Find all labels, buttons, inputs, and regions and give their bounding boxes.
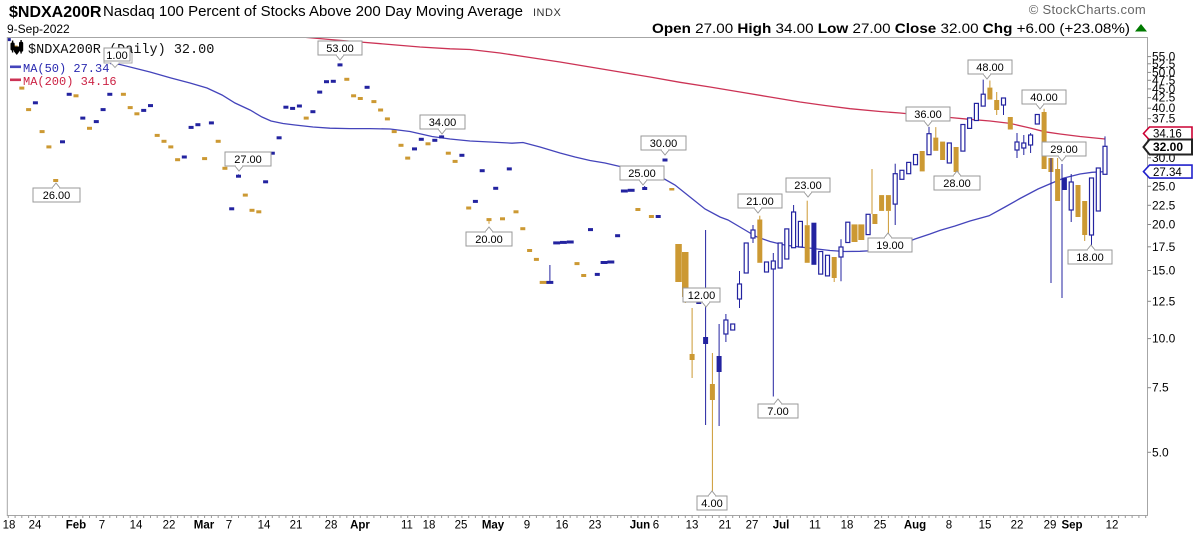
- svg-text:9-Sep-2022: 9-Sep-2022: [7, 22, 70, 36]
- svg-text:48.00: 48.00: [976, 62, 1004, 74]
- svg-text:12: 12: [1106, 520, 1119, 532]
- svg-text:7: 7: [226, 520, 232, 532]
- svg-text:18.00: 18.00: [1076, 252, 1104, 264]
- svg-text:18: 18: [423, 520, 436, 532]
- svg-text:27.00: 27.00: [234, 154, 262, 166]
- svg-text:25.00: 25.00: [628, 168, 656, 180]
- svg-text:23.00: 23.00: [794, 180, 822, 192]
- svg-text:18: 18: [3, 520, 16, 532]
- svg-text:18: 18: [841, 520, 854, 532]
- svg-text:25: 25: [455, 520, 468, 532]
- svg-text:19.00: 19.00: [876, 240, 904, 252]
- svg-text:4.00: 4.00: [701, 498, 722, 510]
- svg-text:11: 11: [809, 520, 821, 532]
- svg-text:10.0: 10.0: [1152, 332, 1176, 346]
- svg-text:Aug: Aug: [904, 520, 926, 532]
- svg-text:15.0: 15.0: [1152, 264, 1176, 278]
- svg-text:20.00: 20.00: [475, 234, 503, 246]
- svg-text:Open 27.00 High 34.00 Low 27.0: Open 27.00 High 34.00 Low 27.00 Close 32…: [652, 20, 1130, 36]
- svg-text:14: 14: [130, 520, 143, 532]
- svg-text:24: 24: [29, 520, 42, 532]
- svg-text:6: 6: [653, 520, 659, 532]
- svg-text:30.00: 30.00: [650, 138, 678, 150]
- svg-text:9: 9: [524, 520, 530, 532]
- svg-text:12.00: 12.00: [688, 290, 716, 302]
- svg-text:21: 21: [290, 520, 303, 532]
- svg-text:29.00: 29.00: [1050, 144, 1078, 156]
- svg-text:20.0: 20.0: [1152, 218, 1176, 232]
- svg-text:23: 23: [589, 520, 602, 532]
- svg-text:34.16: 34.16: [1153, 129, 1182, 141]
- svg-text:40.0: 40.0: [1152, 101, 1176, 115]
- svg-text:28: 28: [325, 520, 338, 532]
- svg-text:Sep: Sep: [1061, 520, 1082, 532]
- svg-text:INDX: INDX: [533, 7, 561, 19]
- svg-text:12.5: 12.5: [1152, 294, 1176, 308]
- svg-text:13: 13: [686, 520, 699, 532]
- svg-text:27.34: 27.34: [1153, 167, 1182, 179]
- svg-text:32.00: 32.00: [1153, 140, 1183, 154]
- svg-text:55.0: 55.0: [1152, 50, 1176, 64]
- svg-text:22: 22: [163, 520, 176, 532]
- svg-text:Jun: Jun: [630, 520, 650, 532]
- svg-text:14: 14: [258, 520, 271, 532]
- svg-text:25.0: 25.0: [1152, 179, 1176, 193]
- svg-text:45.0: 45.0: [1152, 82, 1176, 96]
- svg-text:Apr: Apr: [350, 520, 370, 532]
- svg-text:29: 29: [1044, 520, 1057, 532]
- svg-text:22.5: 22.5: [1152, 198, 1176, 212]
- svg-text:11: 11: [401, 520, 413, 532]
- svg-text:May: May: [482, 520, 505, 532]
- svg-text:15: 15: [979, 520, 992, 532]
- svg-text:25: 25: [874, 520, 887, 532]
- svg-text:7: 7: [99, 520, 105, 532]
- svg-text:Jul: Jul: [773, 520, 790, 532]
- svg-text:7.5: 7.5: [1152, 381, 1169, 395]
- svg-text:36.00: 36.00: [914, 109, 942, 121]
- svg-text:Nasdaq 100 Percent of Stocks A: Nasdaq 100 Percent of Stocks Above 200 D…: [103, 3, 523, 20]
- svg-text:16: 16: [556, 520, 569, 532]
- svg-text:5.0: 5.0: [1152, 445, 1169, 459]
- svg-text:26.00: 26.00: [43, 190, 71, 202]
- svg-text:50.0: 50.0: [1152, 65, 1176, 79]
- svg-text:MA(50) 27.34: MA(50) 27.34: [23, 62, 109, 76]
- svg-text:MA(200) 34.16: MA(200) 34.16: [23, 75, 117, 89]
- svg-text:Mar: Mar: [194, 520, 215, 532]
- svg-text:7.00: 7.00: [767, 406, 788, 418]
- svg-text:47.5: 47.5: [1152, 73, 1176, 87]
- svg-text:1.00: 1.00: [106, 50, 127, 62]
- svg-text:53.00: 53.00: [326, 43, 354, 55]
- svg-text:Feb: Feb: [66, 520, 86, 532]
- svg-text:27: 27: [746, 520, 759, 532]
- svg-text:22: 22: [1011, 520, 1024, 532]
- svg-text:40.00: 40.00: [1030, 92, 1058, 104]
- svg-text:37.5: 37.5: [1152, 112, 1176, 126]
- svg-text:28.00: 28.00: [943, 178, 971, 190]
- svg-text:21: 21: [719, 520, 732, 532]
- svg-text:17.5: 17.5: [1152, 240, 1176, 254]
- svg-text:42.5: 42.5: [1152, 91, 1176, 105]
- svg-text:© StockCharts.com: © StockCharts.com: [1029, 2, 1146, 17]
- svg-text:8: 8: [946, 520, 952, 532]
- svg-text:$NDXA200R: $NDXA200R: [9, 4, 102, 21]
- svg-text:34.00: 34.00: [429, 117, 457, 129]
- svg-text:21.00: 21.00: [746, 196, 774, 208]
- svg-text:52.5: 52.5: [1152, 57, 1176, 71]
